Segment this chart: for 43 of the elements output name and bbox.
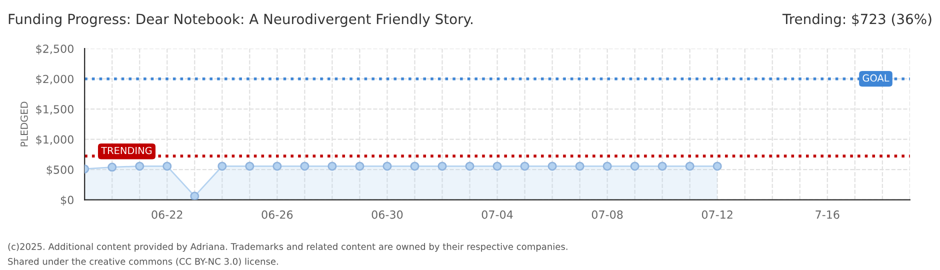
point (685, 162, 694, 171)
text: (c)2025. Additional content provided by Adriana. Trademarks and related content are owned by their respective companies. (8, 243, 568, 252)
text: Shared under the creative commons (CC BY-NC 3.0) license. (8, 258, 278, 266)
x-tick-label: 7-16 (816, 210, 840, 219)
chart-title: Funding Progress: Dear Notebook: A Neurodivergent Friendly Story. (8, 14, 472, 27)
point (630, 162, 640, 171)
y-tick-label: $0 (60, 196, 74, 206)
point (658, 162, 667, 171)
point (135, 162, 144, 171)
point (328, 162, 337, 171)
ref-line-label: TRENDING (101, 146, 152, 154)
x-tick-label: 07-04 (482, 210, 513, 219)
point (355, 162, 364, 171)
point (465, 162, 474, 171)
point (575, 162, 584, 171)
point (162, 162, 172, 171)
y-tick-label: $1,500 (36, 104, 74, 115)
point (492, 162, 502, 171)
x-tick-label: 07-12 (702, 210, 732, 219)
point (218, 162, 227, 171)
y-tick-label: $2,500 (36, 44, 74, 54)
y-tick-label: $1,000 (36, 135, 74, 146)
point (300, 162, 310, 171)
y-tick-label: $500 (46, 165, 74, 176)
text: Trending: $723 (36%) (782, 14, 932, 27)
y-tick-label: $2,000 (36, 74, 74, 85)
x-tick-label: 06-26 (262, 210, 293, 219)
x-tick-label: 06-22 (152, 210, 182, 219)
x-tick-label: 07-08 (592, 210, 623, 219)
point (272, 162, 282, 171)
point (712, 162, 722, 171)
point (602, 162, 612, 171)
point (410, 162, 420, 171)
y-axis-title: PLEDGED (20, 102, 28, 146)
point (382, 162, 392, 171)
x-tick-label: 06-30 (372, 210, 403, 219)
ref-line-label: GOAL (862, 74, 890, 82)
point (245, 162, 254, 171)
point (548, 162, 557, 171)
point (108, 162, 117, 172)
point (520, 162, 530, 171)
point (438, 162, 447, 171)
point (190, 192, 200, 200)
